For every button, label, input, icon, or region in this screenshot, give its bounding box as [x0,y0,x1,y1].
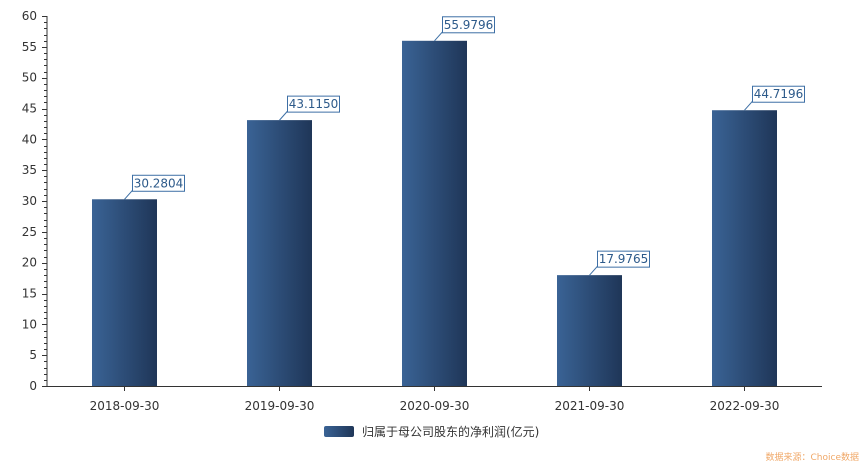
data-label-leader [744,100,753,111]
y-tick-label: 50 [22,71,37,85]
data-label-box [442,16,495,34]
y-axis: 0 5 10 15 20 25 30 35 40 45 50 55 60 [22,9,48,393]
x-tick-label: 2021-09-30 [555,399,625,413]
x-tick-label: 2022-09-30 [710,399,780,413]
y-tick-label: 40 [22,132,37,146]
y-tick-label: 30 [22,194,37,208]
bar [402,40,467,386]
bar [557,275,622,386]
data-label: 44.7196 [754,87,804,101]
x-tick-label: 2018-09-30 [90,399,160,413]
data-label: 17.9765 [599,252,649,266]
y-tick-label: 5 [29,348,37,362]
data-label-leader [124,189,133,200]
legend-label: 归属于母公司股东的净利润(亿元) [362,425,540,439]
data-label-box [597,250,650,268]
y-tick-label: 60 [22,9,37,23]
data-labels: 30.2804 43.1150 55.9796 17.9765 44.7196 [124,16,805,276]
data-label-leader [589,265,598,276]
legend-swatch [324,426,354,437]
x-tick-label: 2019-09-30 [245,399,315,413]
y-tick-label: 10 [22,317,37,331]
data-label-box [132,174,185,192]
data-label: 55.9796 [444,18,494,32]
y-tick-label: 15 [22,287,37,301]
x-tick-label: 2020-09-30 [400,399,470,413]
bar-series [92,40,777,387]
y-tick-label: 0 [29,379,37,393]
data-label-leader [434,31,443,42]
legend[interactable]: 归属于母公司股东的净利润(亿元) [324,423,539,440]
data-source: 数据来源：Choice数据 [765,453,859,463]
data-label-box [752,85,805,103]
y-tick-label: 25 [22,225,37,239]
y-tick-label: 45 [22,102,37,116]
data-label: 43.1150 [289,97,339,111]
data-label: 30.2804 [134,176,184,190]
bar [712,110,777,387]
data-label-box [287,95,340,113]
data-label-leader [279,110,288,121]
bar [247,120,312,386]
y-tick-label: 55 [22,40,37,54]
bar [92,199,157,386]
x-axis: 2018-09-30 2019-09-30 2020-09-30 2021-09-30… [47,386,822,413]
y-tick-label: 20 [22,256,37,270]
y-tick-label: 35 [22,163,37,177]
